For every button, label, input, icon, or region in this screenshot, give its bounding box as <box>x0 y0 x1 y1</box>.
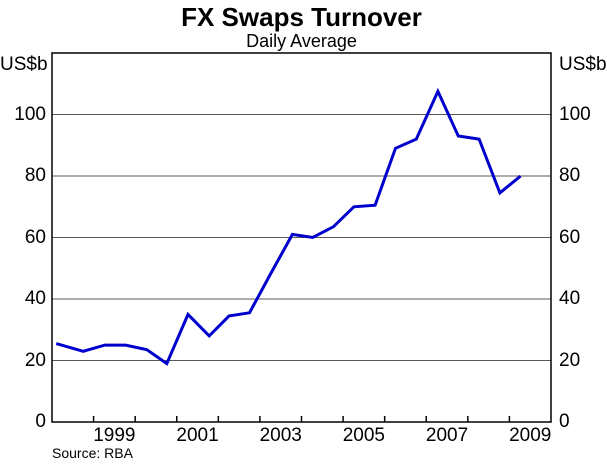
y-axis-unit-left: US$b <box>0 54 48 75</box>
y-axis-label-right-60: 60 <box>559 226 581 248</box>
y-axis-label-right-100: 100 <box>559 103 591 125</box>
y-axis-label-right-20: 20 <box>559 349 581 371</box>
x-axis-label-2007: 2007 <box>425 425 469 446</box>
x-axis-label-1999: 1999 <box>93 425 136 446</box>
y-axis-label-right-0: 0 <box>559 411 570 432</box>
y-axis-label-right-40: 40 <box>559 288 581 309</box>
x-axis-label-2001: 2001 <box>176 425 219 446</box>
x-axis-label-2003: 2003 <box>259 425 302 446</box>
x-axis-label-2005: 2005 <box>342 425 386 446</box>
data-line-0 <box>55 87 522 366</box>
chart-subtitle: Daily Average <box>246 31 357 51</box>
source-note: Source: RBA <box>52 445 133 461</box>
y-axis-label-left-100: 100 <box>14 103 46 125</box>
y-axis-unit-right: US$b <box>559 54 607 75</box>
y-axis-label-left-20: 20 <box>24 349 46 371</box>
y-axis-label-left-40: 40 <box>24 288 46 309</box>
x-axis-label-2009: 2009 <box>509 425 552 446</box>
y-axis-label-left-80: 80 <box>24 165 46 186</box>
y-axis-label-left-60: 60 <box>24 226 46 248</box>
y-axis-label-right-80: 80 <box>559 165 581 186</box>
y-axis-label-left-0: 0 <box>35 411 46 432</box>
chart-title: FX Swaps Turnover <box>181 2 422 32</box>
